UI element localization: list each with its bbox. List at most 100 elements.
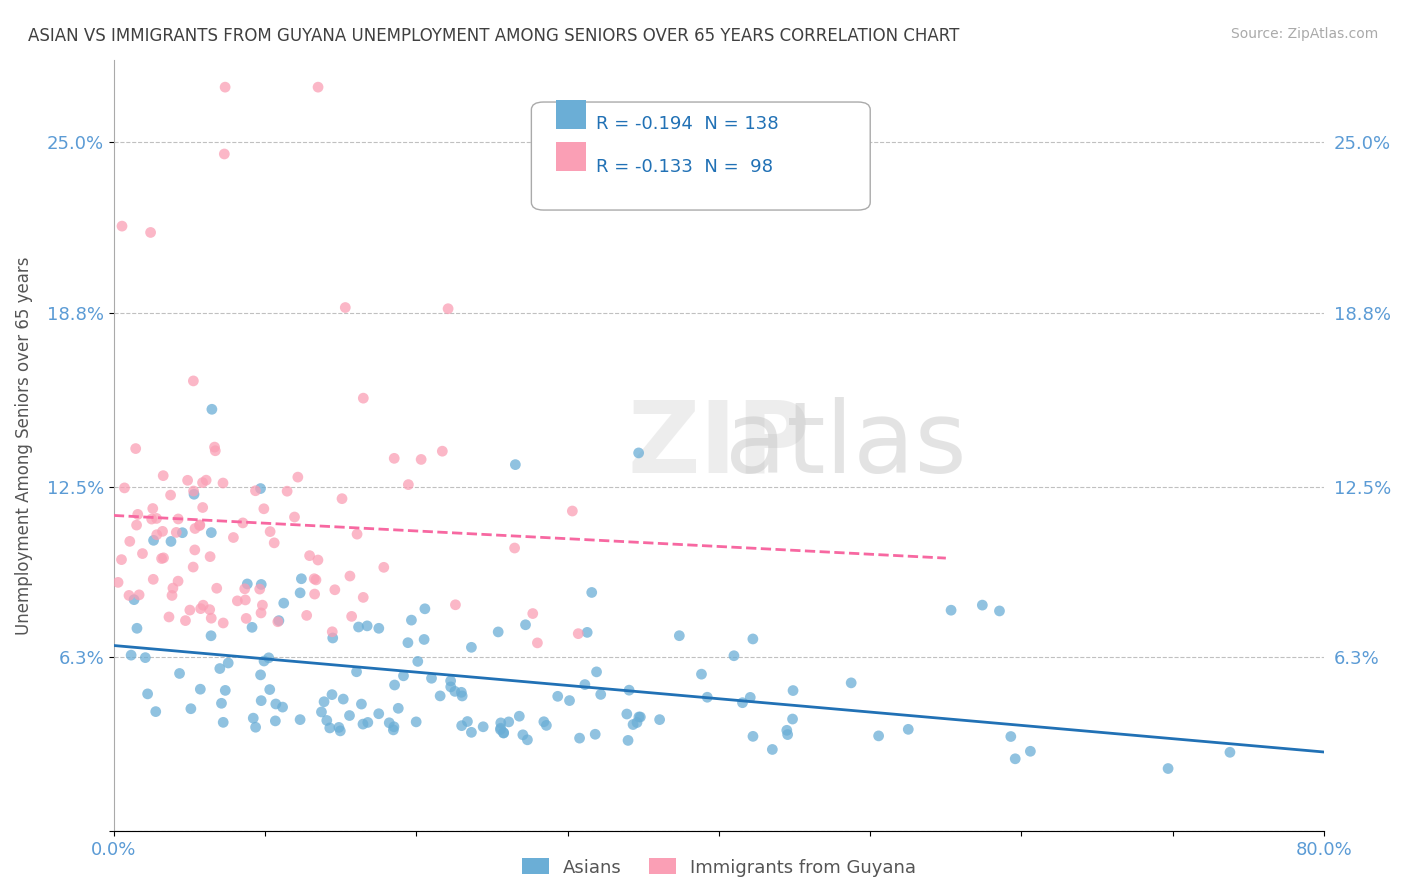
Immigrants from Guyana xyxy=(304,587,326,601)
Immigrants from Guyana xyxy=(174,614,197,628)
Asians xyxy=(617,683,640,698)
Asians xyxy=(212,715,235,730)
Immigrants from Guyana xyxy=(287,470,309,484)
Immigrants from Guyana xyxy=(352,591,374,605)
Text: R = -0.133  N =  98: R = -0.133 N = 98 xyxy=(596,159,772,177)
Asians xyxy=(508,709,530,723)
Asians xyxy=(339,708,361,723)
Asians xyxy=(492,725,515,739)
Immigrants from Guyana xyxy=(330,491,353,506)
Immigrants from Guyana xyxy=(157,610,180,624)
Immigrants from Guyana xyxy=(141,512,163,526)
Bar xyxy=(555,100,586,129)
Asians xyxy=(581,585,603,599)
Asians xyxy=(169,666,191,681)
Asians xyxy=(367,706,389,721)
Asians xyxy=(311,705,333,719)
Y-axis label: Unemployment Among Seniors over 65 years: Unemployment Among Seniors over 65 years xyxy=(15,256,32,634)
Immigrants from Guyana xyxy=(183,374,205,388)
Immigrants from Guyana xyxy=(222,531,245,545)
Asians xyxy=(319,721,342,735)
Asians xyxy=(405,714,427,729)
Asians xyxy=(145,705,167,719)
Asians xyxy=(897,723,920,737)
Asians xyxy=(444,684,467,698)
Asians xyxy=(456,714,478,729)
Legend: Asians, Immigrants from Guyana: Asians, Immigrants from Guyana xyxy=(515,851,924,884)
Asians xyxy=(782,683,804,698)
Immigrants from Guyana xyxy=(184,521,207,535)
Asians xyxy=(315,714,337,728)
Asians xyxy=(451,689,474,703)
Immigrants from Guyana xyxy=(159,488,181,502)
Immigrants from Guyana xyxy=(150,551,173,566)
Immigrants from Guyana xyxy=(191,598,214,612)
Asians xyxy=(250,577,273,591)
Asians xyxy=(200,525,222,540)
Immigrants from Guyana xyxy=(226,594,249,608)
Immigrants from Guyana xyxy=(567,626,589,640)
Asians xyxy=(142,533,165,548)
Asians xyxy=(217,656,239,670)
Asians xyxy=(382,720,405,734)
Asians xyxy=(741,632,763,646)
Asians xyxy=(321,688,343,702)
Immigrants from Guyana xyxy=(142,501,165,516)
Asians xyxy=(450,719,472,733)
Asians xyxy=(183,487,205,501)
Asians xyxy=(460,640,482,655)
Immigrants from Guyana xyxy=(204,440,226,454)
Asians xyxy=(267,614,290,628)
Immigrants from Guyana xyxy=(382,451,405,466)
Immigrants from Guyana xyxy=(139,226,162,240)
Asians xyxy=(332,692,354,706)
Asians xyxy=(1219,745,1241,759)
Asians xyxy=(312,695,335,709)
Asians xyxy=(972,598,994,612)
Asians xyxy=(723,648,745,663)
Asians xyxy=(200,629,222,643)
Immigrants from Guyana xyxy=(145,527,167,541)
Immigrants from Guyana xyxy=(204,443,226,458)
Asians xyxy=(211,696,233,710)
Immigrants from Guyana xyxy=(283,510,305,524)
Asians xyxy=(429,689,451,703)
Immigrants from Guyana xyxy=(335,301,357,315)
Asians xyxy=(249,668,271,682)
Asians xyxy=(253,654,276,668)
Asians xyxy=(290,572,312,586)
Immigrants from Guyana xyxy=(200,611,222,625)
Immigrants from Guyana xyxy=(340,609,363,624)
Immigrants from Guyana xyxy=(152,468,174,483)
Immigrants from Guyana xyxy=(167,574,190,589)
Asians xyxy=(583,727,606,741)
Immigrants from Guyana xyxy=(232,516,254,530)
Asians xyxy=(264,714,287,728)
Asians xyxy=(576,625,599,640)
Asians xyxy=(271,700,294,714)
Immigrants from Guyana xyxy=(165,525,187,540)
Immigrants from Guyana xyxy=(233,593,256,607)
Asians xyxy=(533,714,555,729)
Asians xyxy=(776,723,799,738)
Asians xyxy=(616,706,638,721)
Immigrants from Guyana xyxy=(522,607,544,621)
Asians xyxy=(352,717,374,731)
Immigrants from Guyana xyxy=(111,219,134,233)
Asians xyxy=(264,697,287,711)
Immigrants from Guyana xyxy=(125,442,148,456)
Asians xyxy=(382,723,405,737)
Asians xyxy=(776,728,799,742)
Text: ASIAN VS IMMIGRANTS FROM GUYANA UNEMPLOYMENT AMONG SENIORS OVER 65 YEARS CORRELA: ASIAN VS IMMIGRANTS FROM GUYANA UNEMPLOY… xyxy=(28,27,959,45)
Immigrants from Guyana xyxy=(233,582,256,596)
Asians xyxy=(350,697,373,711)
Immigrants from Guyana xyxy=(125,518,148,533)
Immigrants from Guyana xyxy=(352,391,374,405)
Asians xyxy=(420,671,443,685)
Immigrants from Guyana xyxy=(437,301,460,316)
Immigrants from Guyana xyxy=(191,475,214,490)
Asians xyxy=(515,617,537,632)
Immigrants from Guyana xyxy=(183,483,205,498)
Asians xyxy=(245,720,267,734)
Asians xyxy=(742,729,765,743)
